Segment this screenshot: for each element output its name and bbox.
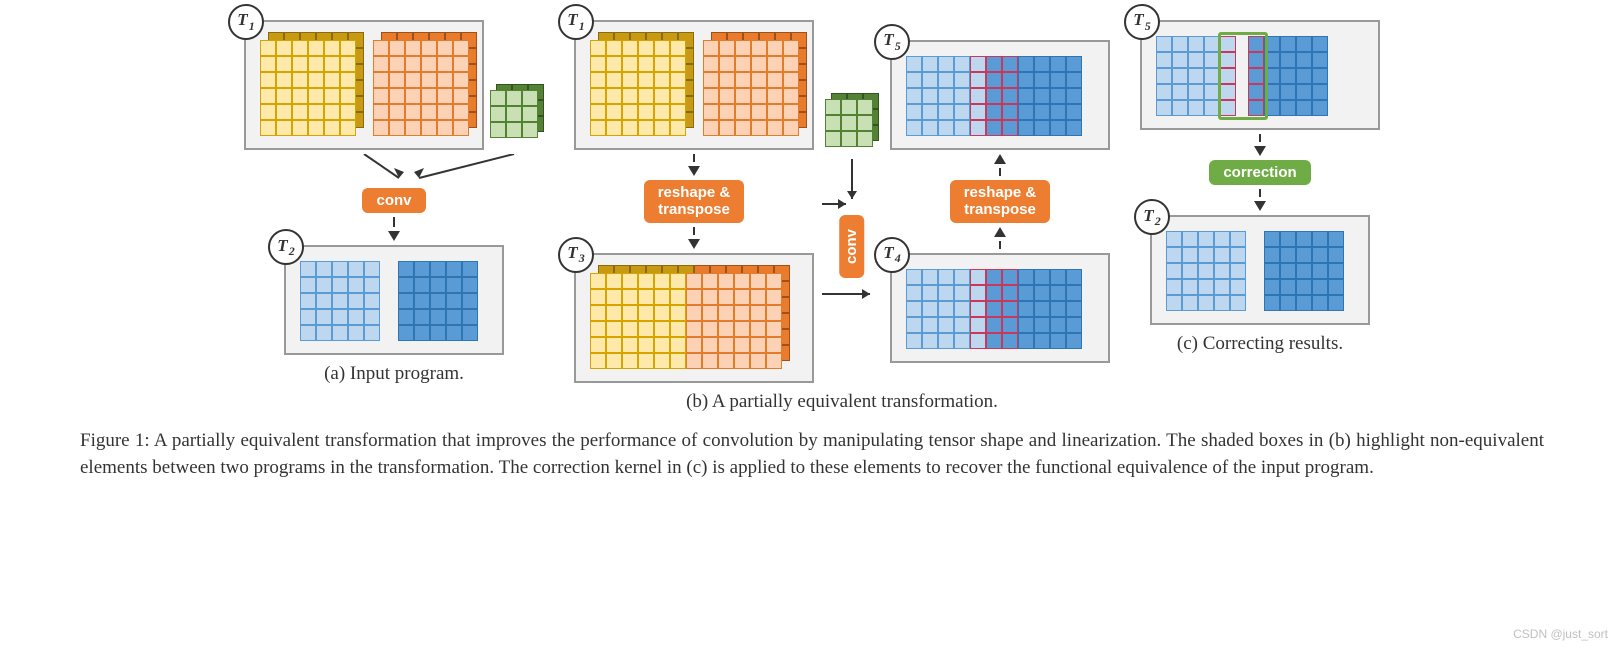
T1-peach-stack xyxy=(373,40,472,144)
tensor-label-T1-text: T1 xyxy=(237,10,254,33)
tensor-label-T5-c: T5 xyxy=(1124,4,1160,40)
tensor-T4-box: T4 xyxy=(890,253,1110,363)
op-reshape-right-label: reshape & transpose xyxy=(964,184,1037,219)
T1-yellow-stack xyxy=(260,40,359,144)
tensor-label-T1-b-text: T1 xyxy=(567,10,584,33)
panel-c: T5 correction T2 (c) Correcting results. xyxy=(1140,20,1380,355)
arrow-line xyxy=(393,217,395,227)
op-reshape-left: reshape & transpose xyxy=(644,180,745,223)
panel-b: T1 reshape & transpose xyxy=(574,20,1110,413)
tensor-label-T2-c-text: T2 xyxy=(1143,206,1160,229)
op-conv-a-label: conv xyxy=(376,192,411,209)
T2-lblue xyxy=(300,261,380,341)
op-conv-b-label: conv xyxy=(843,229,860,264)
tensor-label-T2-c: T2 xyxy=(1134,199,1170,235)
tensor-label-T2-text: T2 xyxy=(277,236,294,259)
tensor-label-T5-text: T5 xyxy=(883,30,900,53)
tensor-T5-box-c: T5 xyxy=(1140,20,1380,130)
tensor-T1-box: T1 xyxy=(244,20,484,150)
tensor-label-T5: T5 xyxy=(874,24,910,60)
tensor-T2-box: T2 xyxy=(284,245,504,355)
tensor-T3-box: T3 xyxy=(574,253,814,383)
tensor-label-T5-c-text: T5 xyxy=(1133,10,1150,33)
tensor-label-T1: T1 xyxy=(228,4,264,40)
panel-a: T1 xyxy=(244,20,544,385)
op-conv-b: conv xyxy=(839,215,864,278)
filter-stack-b xyxy=(825,99,879,153)
figure-row: T1 xyxy=(80,20,1544,413)
op-reshape-right: reshape & transpose xyxy=(950,180,1051,223)
panel-c-caption: (c) Correcting results. xyxy=(1177,333,1343,355)
T2-dblue xyxy=(398,261,478,341)
figure-caption: Figure 1: A partially equivalent transfo… xyxy=(80,427,1544,482)
tensor-T2-box-c: T2 xyxy=(1150,215,1370,325)
arrows-a xyxy=(244,154,544,184)
op-reshape-left-label: reshape & transpose xyxy=(658,184,731,219)
op-conv-a: conv xyxy=(362,188,425,213)
panel-b-caption: (b) A partially equivalent transformatio… xyxy=(686,391,998,413)
tensor-label-T3-text: T3 xyxy=(567,243,584,266)
panel-a-caption: (a) Input program. xyxy=(324,363,464,385)
tensor-T1-box-b: T1 xyxy=(574,20,814,150)
filter-stack-a xyxy=(490,90,544,144)
arrows-b-mid xyxy=(822,159,882,209)
arrow-down xyxy=(388,231,400,241)
op-correction-label: correction xyxy=(1223,164,1296,181)
tensor-label-T2: T2 xyxy=(268,229,304,265)
tensor-label-T1-b: T1 xyxy=(558,4,594,40)
op-correction: correction xyxy=(1209,160,1310,185)
watermark: CSDN @just_sort xyxy=(1513,627,1608,641)
tensor-label-T3: T3 xyxy=(558,237,594,273)
tensor-label-T4-text: T4 xyxy=(883,243,900,266)
arrow-right-b xyxy=(822,284,882,304)
tensor-label-T4: T4 xyxy=(874,237,910,273)
tensor-T5-box: T5 xyxy=(890,40,1110,150)
